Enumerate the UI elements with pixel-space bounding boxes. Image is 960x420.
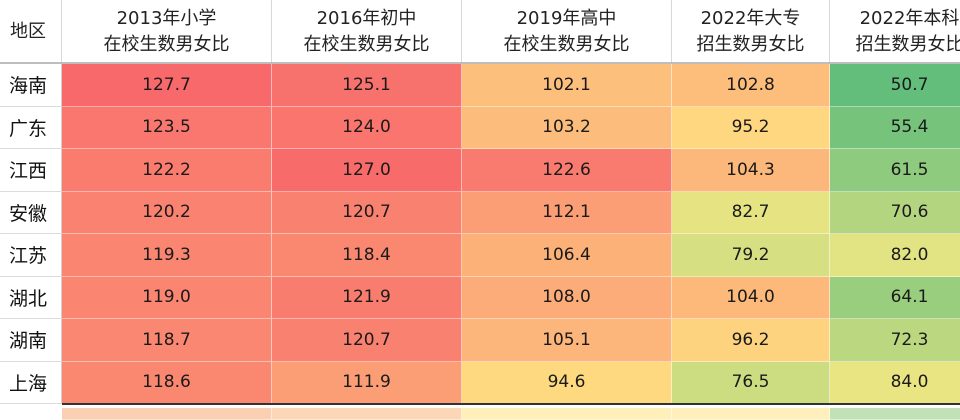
partial-row-cell: [462, 408, 672, 420]
row-label: 安徽: [0, 191, 62, 234]
heatmap-cell: 61.5: [830, 149, 960, 192]
column-header-5: 2022年本科 招生数男女比: [830, 0, 960, 63]
heatmap-cell: 121.9: [272, 276, 462, 319]
heatmap-cell: 122.6: [462, 149, 672, 192]
column-header-line: 在校生数男女比: [103, 33, 230, 55]
heatmap-cell: 123.5: [62, 106, 272, 149]
column-header-line: 2019年高中: [516, 7, 617, 29]
heatmap-cell: 64.1: [830, 276, 960, 319]
column-header-line: 招生数男女比: [696, 33, 805, 55]
heatmap-cell: 104.0: [672, 276, 830, 319]
heatmap-cell: 102.8: [672, 64, 830, 107]
table-bottom-border: [62, 403, 960, 405]
heatmap-cell: 120.7: [272, 319, 462, 362]
header-region: 地区: [0, 0, 62, 63]
heatmap-cell: 76.5: [672, 361, 830, 404]
column-header-line: 2022年大专: [700, 7, 801, 29]
heatmap-cell: 127.7: [62, 64, 272, 107]
heatmap-cell: 111.9: [272, 361, 462, 404]
heatmap-cell: 127.0: [272, 149, 462, 192]
heatmap-cell: 102.1: [462, 64, 672, 107]
column-header-line: 在校生数男女比: [303, 33, 430, 55]
heatmap-cell: 118.7: [62, 319, 272, 362]
heatmap-cell: 96.2: [672, 319, 830, 362]
heatmap-cell: 118.4: [272, 234, 462, 277]
column-header-4: 2022年大专 招生数男女比: [672, 0, 830, 63]
column-header-3: 2019年高中 在校生数男女比: [462, 0, 672, 63]
heatmap-cell: 82.7: [672, 191, 830, 234]
row-label: 广东: [0, 106, 62, 149]
row-label: 湖北: [0, 276, 62, 319]
heatmap-cell: 119.0: [62, 276, 272, 319]
partial-row-cell: [62, 408, 272, 420]
partial-row-cell: [830, 408, 960, 420]
row-label: 上海: [0, 361, 62, 404]
heatmap-cell: 120.2: [62, 191, 272, 234]
heatmap-cell: 122.2: [62, 149, 272, 192]
column-header-2: 2016年初中 在校生数男女比: [272, 0, 462, 63]
partial-row-cell: [672, 408, 830, 420]
heatmap-cell: 118.6: [62, 361, 272, 404]
heatmap-cell: 94.6: [462, 361, 672, 404]
heatmap-cell: 82.0: [830, 234, 960, 277]
heatmap-cell: 120.7: [272, 191, 462, 234]
heatmap-cell: 84.0: [830, 361, 960, 404]
heatmap-cell: 79.2: [672, 234, 830, 277]
heatmap-cell: 124.0: [272, 106, 462, 149]
column-header-1: 2013年小学 在校生数男女比: [62, 0, 272, 63]
heatmap-cell: 106.4: [462, 234, 672, 277]
column-header-line: 2013年小学: [116, 7, 217, 29]
heatmap-cell: 125.1: [272, 64, 462, 107]
row-label: 湖南: [0, 319, 62, 362]
column-header-line: 在校生数男女比: [503, 33, 630, 55]
heatmap-cell: 70.6: [830, 191, 960, 234]
row-label: 海南: [0, 64, 62, 107]
heatmap-cell: 55.4: [830, 106, 960, 149]
heatmap-cell: 119.3: [62, 234, 272, 277]
row-label: 江苏: [0, 234, 62, 277]
heatmap-cell: 112.1: [462, 191, 672, 234]
heatmap-cell: 95.2: [672, 106, 830, 149]
heatmap-cell: 50.7: [830, 64, 960, 107]
heatmap-cell: 103.2: [462, 106, 672, 149]
header-divider: [0, 62, 960, 64]
heatmap-cell: 72.3: [830, 319, 960, 362]
heatmap-cell: 104.3: [672, 149, 830, 192]
heatmap-cell: 108.0: [462, 276, 672, 319]
partial-row-cell: [272, 408, 462, 420]
heatmap-cell: 105.1: [462, 319, 672, 362]
column-header-line: 2016年初中: [316, 7, 417, 29]
column-header-line: 招生数男女比: [855, 33, 960, 55]
column-header-line: 2022年本科: [859, 7, 960, 29]
row-label: 江西: [0, 149, 62, 192]
